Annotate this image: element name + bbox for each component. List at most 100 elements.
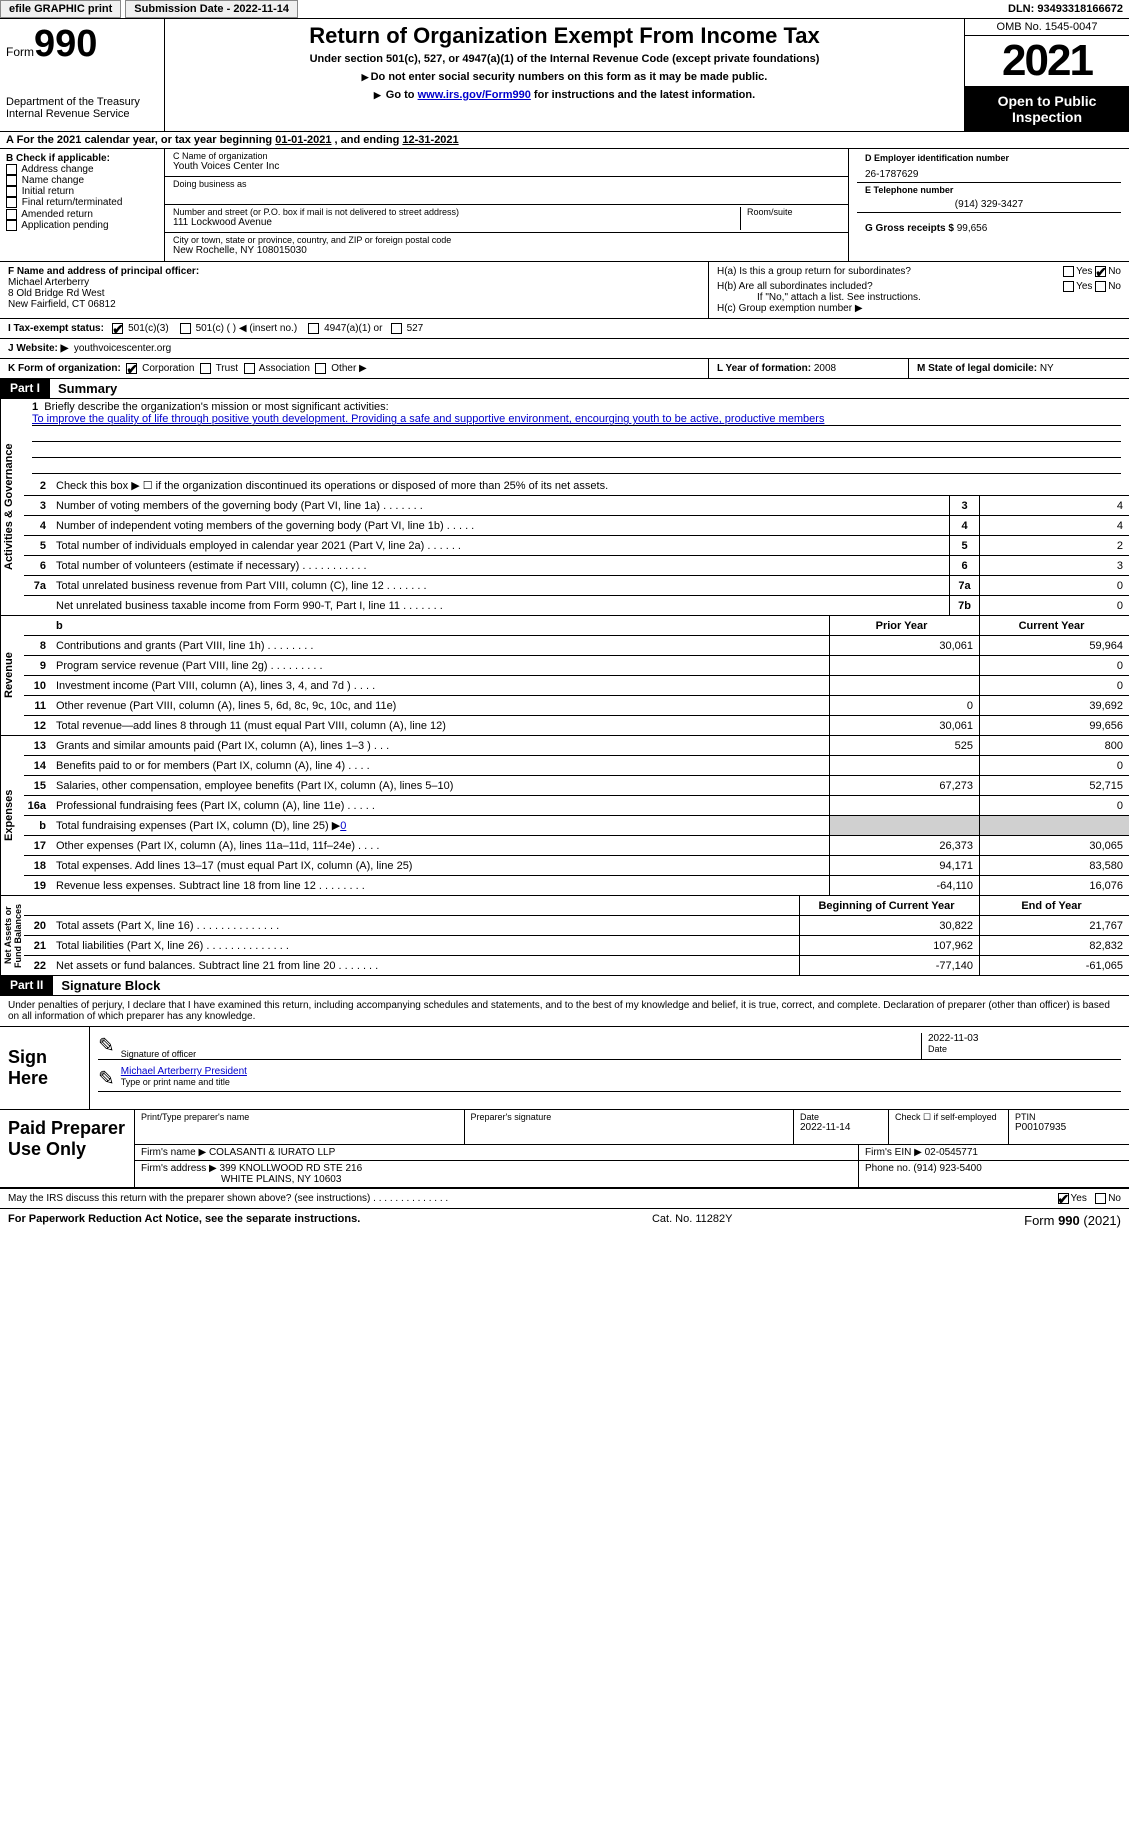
dln-label: DLN: 93493318166672: [1002, 1, 1129, 17]
irs-label: Internal Revenue Service: [6, 108, 158, 120]
cb-name-change[interactable]: [6, 175, 17, 186]
prior-year-head: Prior Year: [829, 616, 979, 635]
cb-ha-no[interactable]: [1095, 266, 1106, 277]
firm-addr2: WHITE PLAINS, NY 10603: [141, 1174, 852, 1185]
net-assets-section: Net Assets or Fund Balances Beginning of…: [0, 896, 1129, 976]
r17-desc: Other expenses (Part IX, column (A), lin…: [52, 838, 829, 854]
prep-date-label: Date: [800, 1112, 882, 1122]
paid-preparer-label: Paid Preparer Use Only: [0, 1110, 135, 1187]
officer-printed-name[interactable]: Michael Arterberry President: [121, 1066, 1121, 1077]
part-ii-num: Part II: [0, 976, 53, 995]
irs-form990-link[interactable]: www.irs.gov/Form990: [418, 89, 531, 101]
cb-trust[interactable]: [200, 363, 211, 374]
footer-form: Form 990 (2021): [1024, 1213, 1121, 1228]
sign-here-block: Sign Here ✎ Signature of officer 2022-11…: [0, 1027, 1129, 1110]
pen-icon: ✎: [98, 1033, 115, 1059]
cb-other[interactable]: [315, 363, 326, 374]
gross-receipts-value: 99,656: [957, 223, 988, 234]
r11-desc: Other revenue (Part VIII, column (A), li…: [52, 698, 829, 714]
officer-addr1: 8 Old Bridge Rd West: [8, 288, 700, 299]
r13-curr: 800: [979, 736, 1129, 755]
r3-val: 4: [979, 496, 1129, 515]
vert-net-assets: Net Assets or Fund Balances: [0, 896, 24, 976]
prep-ptin: P00107935: [1015, 1122, 1123, 1133]
cb-hb-yes[interactable]: [1063, 281, 1074, 292]
r17-prior: 26,373: [829, 836, 979, 855]
mission-text[interactable]: To improve the quality of life through p…: [32, 413, 1121, 426]
r12-prior: 30,061: [829, 716, 979, 735]
cb-501c3[interactable]: [112, 323, 123, 334]
r11-curr: 39,692: [979, 696, 1129, 715]
pen-icon-2: ✎: [98, 1066, 115, 1091]
r3-desc: Number of voting members of the governin…: [52, 498, 949, 514]
r13-desc: Grants and similar amounts paid (Part IX…: [52, 738, 829, 754]
cb-discuss-no[interactable]: [1095, 1193, 1106, 1204]
r19-desc: Revenue less expenses. Subtract line 18 …: [52, 878, 829, 894]
line2: Check this box ▶ ☐ if the organization d…: [52, 477, 1129, 494]
boy-head: Beginning of Current Year: [799, 896, 979, 915]
tax-year: 2021: [965, 36, 1129, 87]
part-ii-title: Signature Block: [53, 976, 168, 995]
cb-discuss-yes[interactable]: [1058, 1193, 1069, 1204]
cb-hb-no[interactable]: [1095, 281, 1106, 292]
discuss-row: May the IRS discuss this return with the…: [0, 1189, 1129, 1209]
submission-date-button[interactable]: Submission Date - 2022-11-14: [125, 0, 298, 18]
cb-address-change[interactable]: [6, 164, 17, 175]
prep-check-label: Check ☐ if self-employed: [895, 1112, 1002, 1123]
efile-print-button[interactable]: efile GRAPHIC print: [0, 0, 121, 18]
cb-amended-return[interactable]: [6, 209, 17, 220]
r16a-prior: [829, 796, 979, 815]
r21-boy: 107,962: [799, 936, 979, 955]
org-name-label: C Name of organization: [173, 151, 840, 161]
form-header: Form990 Department of the Treasury Inter…: [0, 19, 1129, 132]
cb-ha-yes[interactable]: [1063, 266, 1074, 277]
phone-label: E Telephone number: [865, 185, 1113, 195]
cb-assoc[interactable]: [244, 363, 255, 374]
cb-501c[interactable]: [180, 323, 191, 334]
cb-corp[interactable]: [126, 363, 137, 374]
gross-receipts-label: G Gross receipts $: [865, 223, 954, 234]
ein-label: D Employer identification number: [865, 153, 1113, 163]
cb-application-pending[interactable]: [6, 220, 17, 231]
prep-date: 2022-11-14: [800, 1122, 882, 1133]
r15-desc: Salaries, other compensation, employee b…: [52, 778, 829, 794]
calendar-year-row: A For the 2021 calendar year, or tax yea…: [0, 132, 1129, 149]
firm-addr-label: Firm's address ▶: [141, 1163, 217, 1174]
cb-527[interactable]: [391, 323, 402, 334]
firm-name: COLASANTI & IURATO LLP: [209, 1147, 335, 1158]
r22-eoy: -61,065: [979, 956, 1129, 975]
r12-curr: 99,656: [979, 716, 1129, 735]
vert-expenses: Expenses: [0, 736, 24, 896]
r14-prior: [829, 756, 979, 775]
subtitle-2: Do not enter social security numbers on …: [371, 71, 768, 83]
r18-prior: 94,171: [829, 856, 979, 875]
city-label: City or town, state or province, country…: [173, 235, 840, 245]
city-value: New Rochelle, NY 108015030: [173, 245, 840, 256]
r22-desc: Net assets or fund balances. Subtract li…: [52, 958, 799, 974]
r5-desc: Total number of individuals employed in …: [52, 538, 949, 554]
hb-label: H(b) Are all subordinates included?: [717, 281, 1063, 292]
omb-number: OMB No. 1545-0047: [965, 19, 1129, 36]
r6-val: 3: [979, 556, 1129, 575]
open-public-label: Open to Public Inspection: [965, 87, 1129, 131]
footer-paperwork: For Paperwork Reduction Act Notice, see …: [8, 1213, 360, 1228]
r14-desc: Benefits paid to or for members (Part IX…: [52, 758, 829, 774]
sign-here-label: Sign Here: [0, 1027, 90, 1109]
cal-year-mid: , and ending: [335, 134, 403, 146]
r8-desc: Contributions and grants (Part VIII, lin…: [52, 638, 829, 654]
firm-ein-label: Firm's EIN ▶: [865, 1147, 922, 1158]
r7b-desc: Net unrelated business taxable income fr…: [52, 598, 949, 614]
officer-name: Michael Arterberry: [8, 277, 700, 288]
cb-4947[interactable]: [308, 323, 319, 334]
state-domicile-value: NY: [1040, 363, 1054, 374]
hb-note: If "No," attach a list. See instructions…: [717, 292, 1121, 303]
page-footer: For Paperwork Reduction Act Notice, see …: [0, 1209, 1129, 1232]
r16b-curr-shade: [979, 816, 1129, 835]
cb-final-return[interactable]: [6, 197, 17, 208]
r7a-val: 0: [979, 576, 1129, 595]
cb-initial-return[interactable]: [6, 186, 17, 197]
r15-curr: 52,715: [979, 776, 1129, 795]
mission-label: Briefly describe the organization's miss…: [44, 401, 388, 413]
box-b-label: B Check if applicable:: [6, 153, 158, 164]
section-b-to-g: B Check if applicable: Address change Na…: [0, 149, 1129, 262]
